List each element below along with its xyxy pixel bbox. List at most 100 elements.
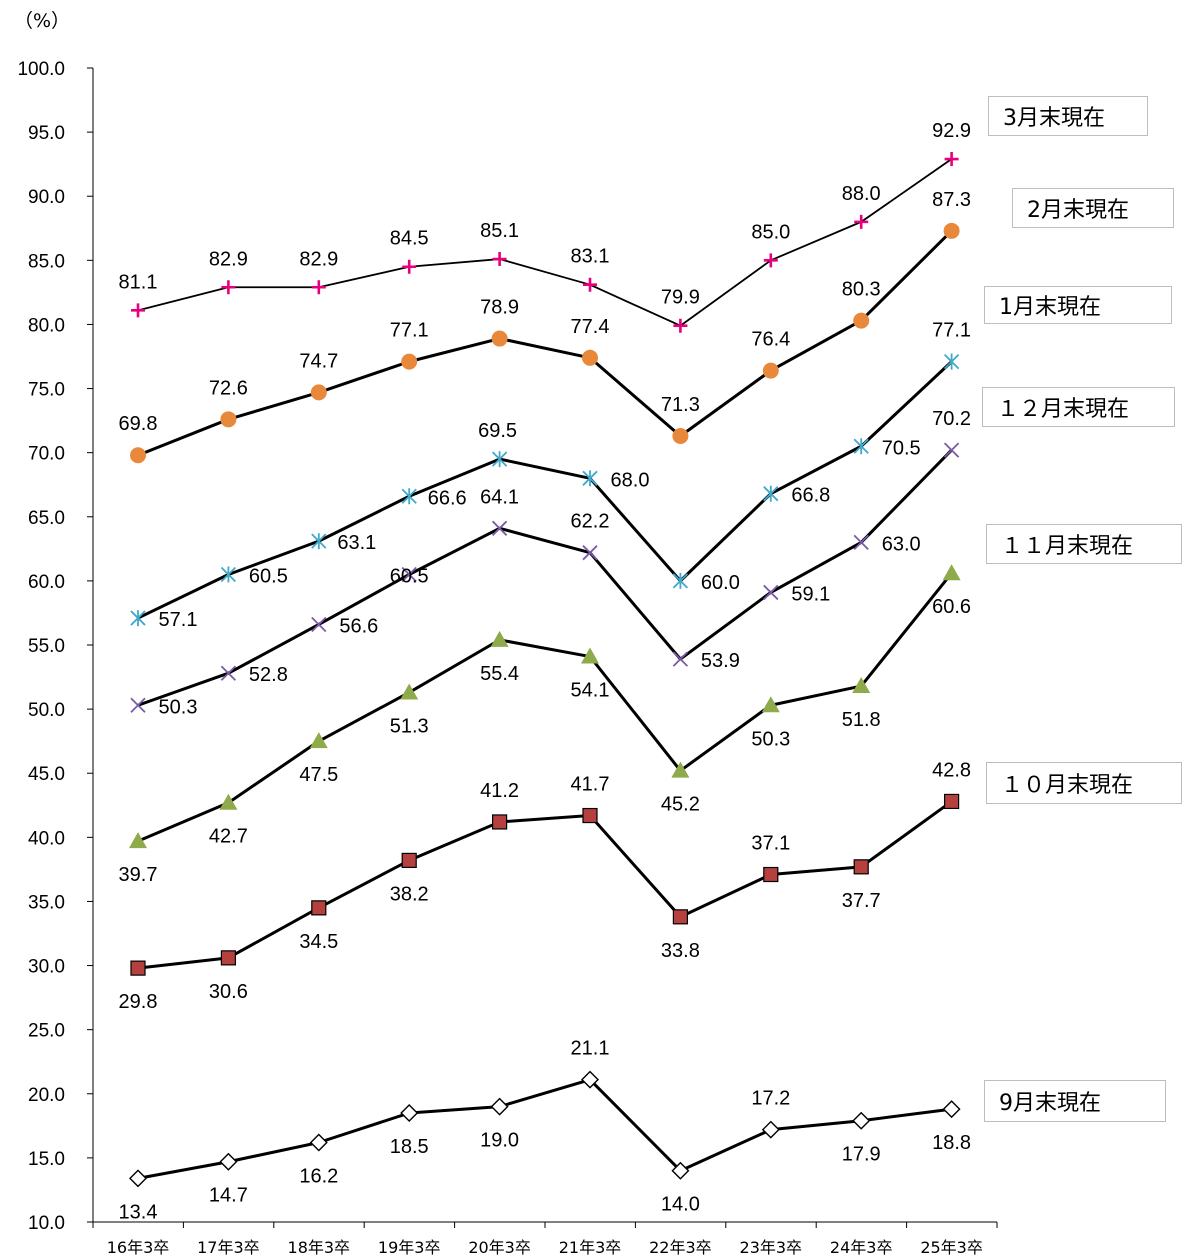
data-label: 50.3 [751, 728, 790, 750]
data-label: 80.3 [842, 279, 881, 301]
data-point-plus [854, 214, 869, 229]
data-point-square [401, 852, 417, 869]
y-tick-label: 40.0 [28, 828, 65, 849]
data-point-x [220, 665, 237, 681]
data-point-x [401, 566, 417, 583]
data-point-triangle [671, 761, 690, 778]
data-point-circle [130, 447, 146, 464]
data-point-circle [943, 222, 960, 239]
data-label: 87.3 [932, 189, 971, 211]
data-label: 60.0 [701, 572, 740, 594]
legend-label-february: 2月末現在 [1012, 188, 1174, 228]
data-point-circle [582, 349, 598, 366]
data-label: 77.1 [390, 320, 429, 342]
y-tick-label: 20.0 [28, 1085, 65, 1106]
data-point-diamond [219, 1152, 238, 1171]
data-point-plus [311, 280, 326, 295]
y-tick-label: 15.0 [28, 1149, 65, 1170]
data-label: 77.1 [932, 320, 971, 342]
data-point-diamond [400, 1104, 419, 1122]
data-label: 55.4 [480, 663, 519, 685]
data-point-plus [583, 277, 597, 292]
data-point-diamond [581, 1070, 599, 1089]
y-tick-label: 45.0 [28, 764, 65, 785]
data-point-plus [492, 252, 507, 267]
data-point-circle [220, 411, 237, 428]
data-point-asterisk [130, 610, 146, 627]
data-label: 83.1 [571, 246, 610, 268]
data-point-x [943, 442, 960, 458]
y-tick-label: 85.0 [28, 251, 65, 272]
data-label: 71.3 [661, 394, 700, 416]
data-label: 42.8 [932, 759, 971, 781]
x-tick-label: 20年3卒 [468, 1238, 531, 1257]
data-label: 66.8 [791, 485, 830, 507]
data-point-triangle [219, 793, 238, 810]
legend-label-march: 3月末現在 [988, 96, 1148, 136]
data-label: 16.2 [299, 1166, 338, 1188]
data-point-plus [673, 318, 688, 333]
data-label: 59.1 [791, 583, 830, 605]
data-label: 39.7 [119, 864, 158, 886]
series-line [137, 229, 953, 457]
data-label: 85.1 [480, 220, 519, 242]
data-label: 70.5 [882, 437, 921, 459]
y-tick-label: 100.0 [17, 59, 65, 80]
data-point-asterisk [672, 572, 689, 589]
data-point-triangle [490, 630, 509, 647]
x-tick-label: 17年3卒 [197, 1238, 260, 1257]
y-tick-label: 50.0 [28, 700, 65, 721]
data-label: 30.6 [209, 981, 248, 1003]
data-point-x [130, 697, 146, 713]
data-label: 33.8 [661, 940, 700, 962]
data-label: 41.7 [571, 774, 610, 796]
y-tick-label: 60.0 [28, 572, 65, 593]
data-label: 56.6 [339, 615, 378, 637]
series-line [137, 449, 953, 707]
x-tick-label: 19年3卒 [378, 1238, 441, 1257]
y-tick-label: 55.0 [28, 636, 65, 657]
data-label: 64.1 [480, 486, 519, 508]
data-label: 60.6 [932, 596, 971, 618]
y-tick-label: 95.0 [28, 123, 65, 144]
data-label: 81.1 [119, 271, 158, 293]
data-point-diamond [309, 1133, 328, 1152]
data-label: 38.2 [390, 883, 429, 905]
data-point-circle [853, 312, 870, 329]
series-line [137, 800, 953, 970]
data-point-square [311, 900, 327, 916]
x-tick-label: 22年3卒 [649, 1238, 712, 1257]
data-point-square [130, 960, 146, 976]
data-label: 69.8 [119, 413, 158, 435]
data-label: 17.9 [842, 1144, 881, 1166]
x-tick-label: 24年3卒 [830, 1238, 893, 1257]
x-tick-label: 25年3卒 [920, 1238, 983, 1257]
data-label: 53.9 [701, 650, 740, 672]
data-point-plus [763, 253, 778, 268]
legend-label-january: 1月末現在 [984, 286, 1172, 324]
data-point-plus [221, 280, 236, 295]
data-point-asterisk [943, 353, 960, 370]
data-label: 60.5 [249, 565, 288, 587]
data-label: 84.5 [390, 228, 429, 250]
data-point-triangle [852, 677, 871, 694]
data-point-square [672, 909, 689, 925]
data-point-plus [131, 303, 145, 318]
data-point-asterisk [763, 485, 779, 502]
data-label: 41.2 [480, 780, 519, 802]
y-tick-label: 30.0 [28, 957, 65, 978]
data-label: 69.5 [478, 420, 517, 442]
data-label: 76.4 [751, 329, 790, 351]
data-point-square [763, 866, 779, 883]
data-point-triangle [581, 647, 599, 664]
x-tick-label: 16年3卒 [107, 1238, 170, 1257]
y-tick-label: 90.0 [28, 187, 65, 208]
x-tick-label: 23年3卒 [740, 1238, 803, 1257]
x-tick-label: 21年3卒 [559, 1238, 622, 1257]
data-label: 60.5 [390, 565, 429, 587]
data-label: 63.0 [882, 533, 921, 555]
data-label: 37.1 [751, 833, 790, 855]
data-point-asterisk [311, 533, 327, 550]
data-label: 18.8 [932, 1132, 971, 1154]
